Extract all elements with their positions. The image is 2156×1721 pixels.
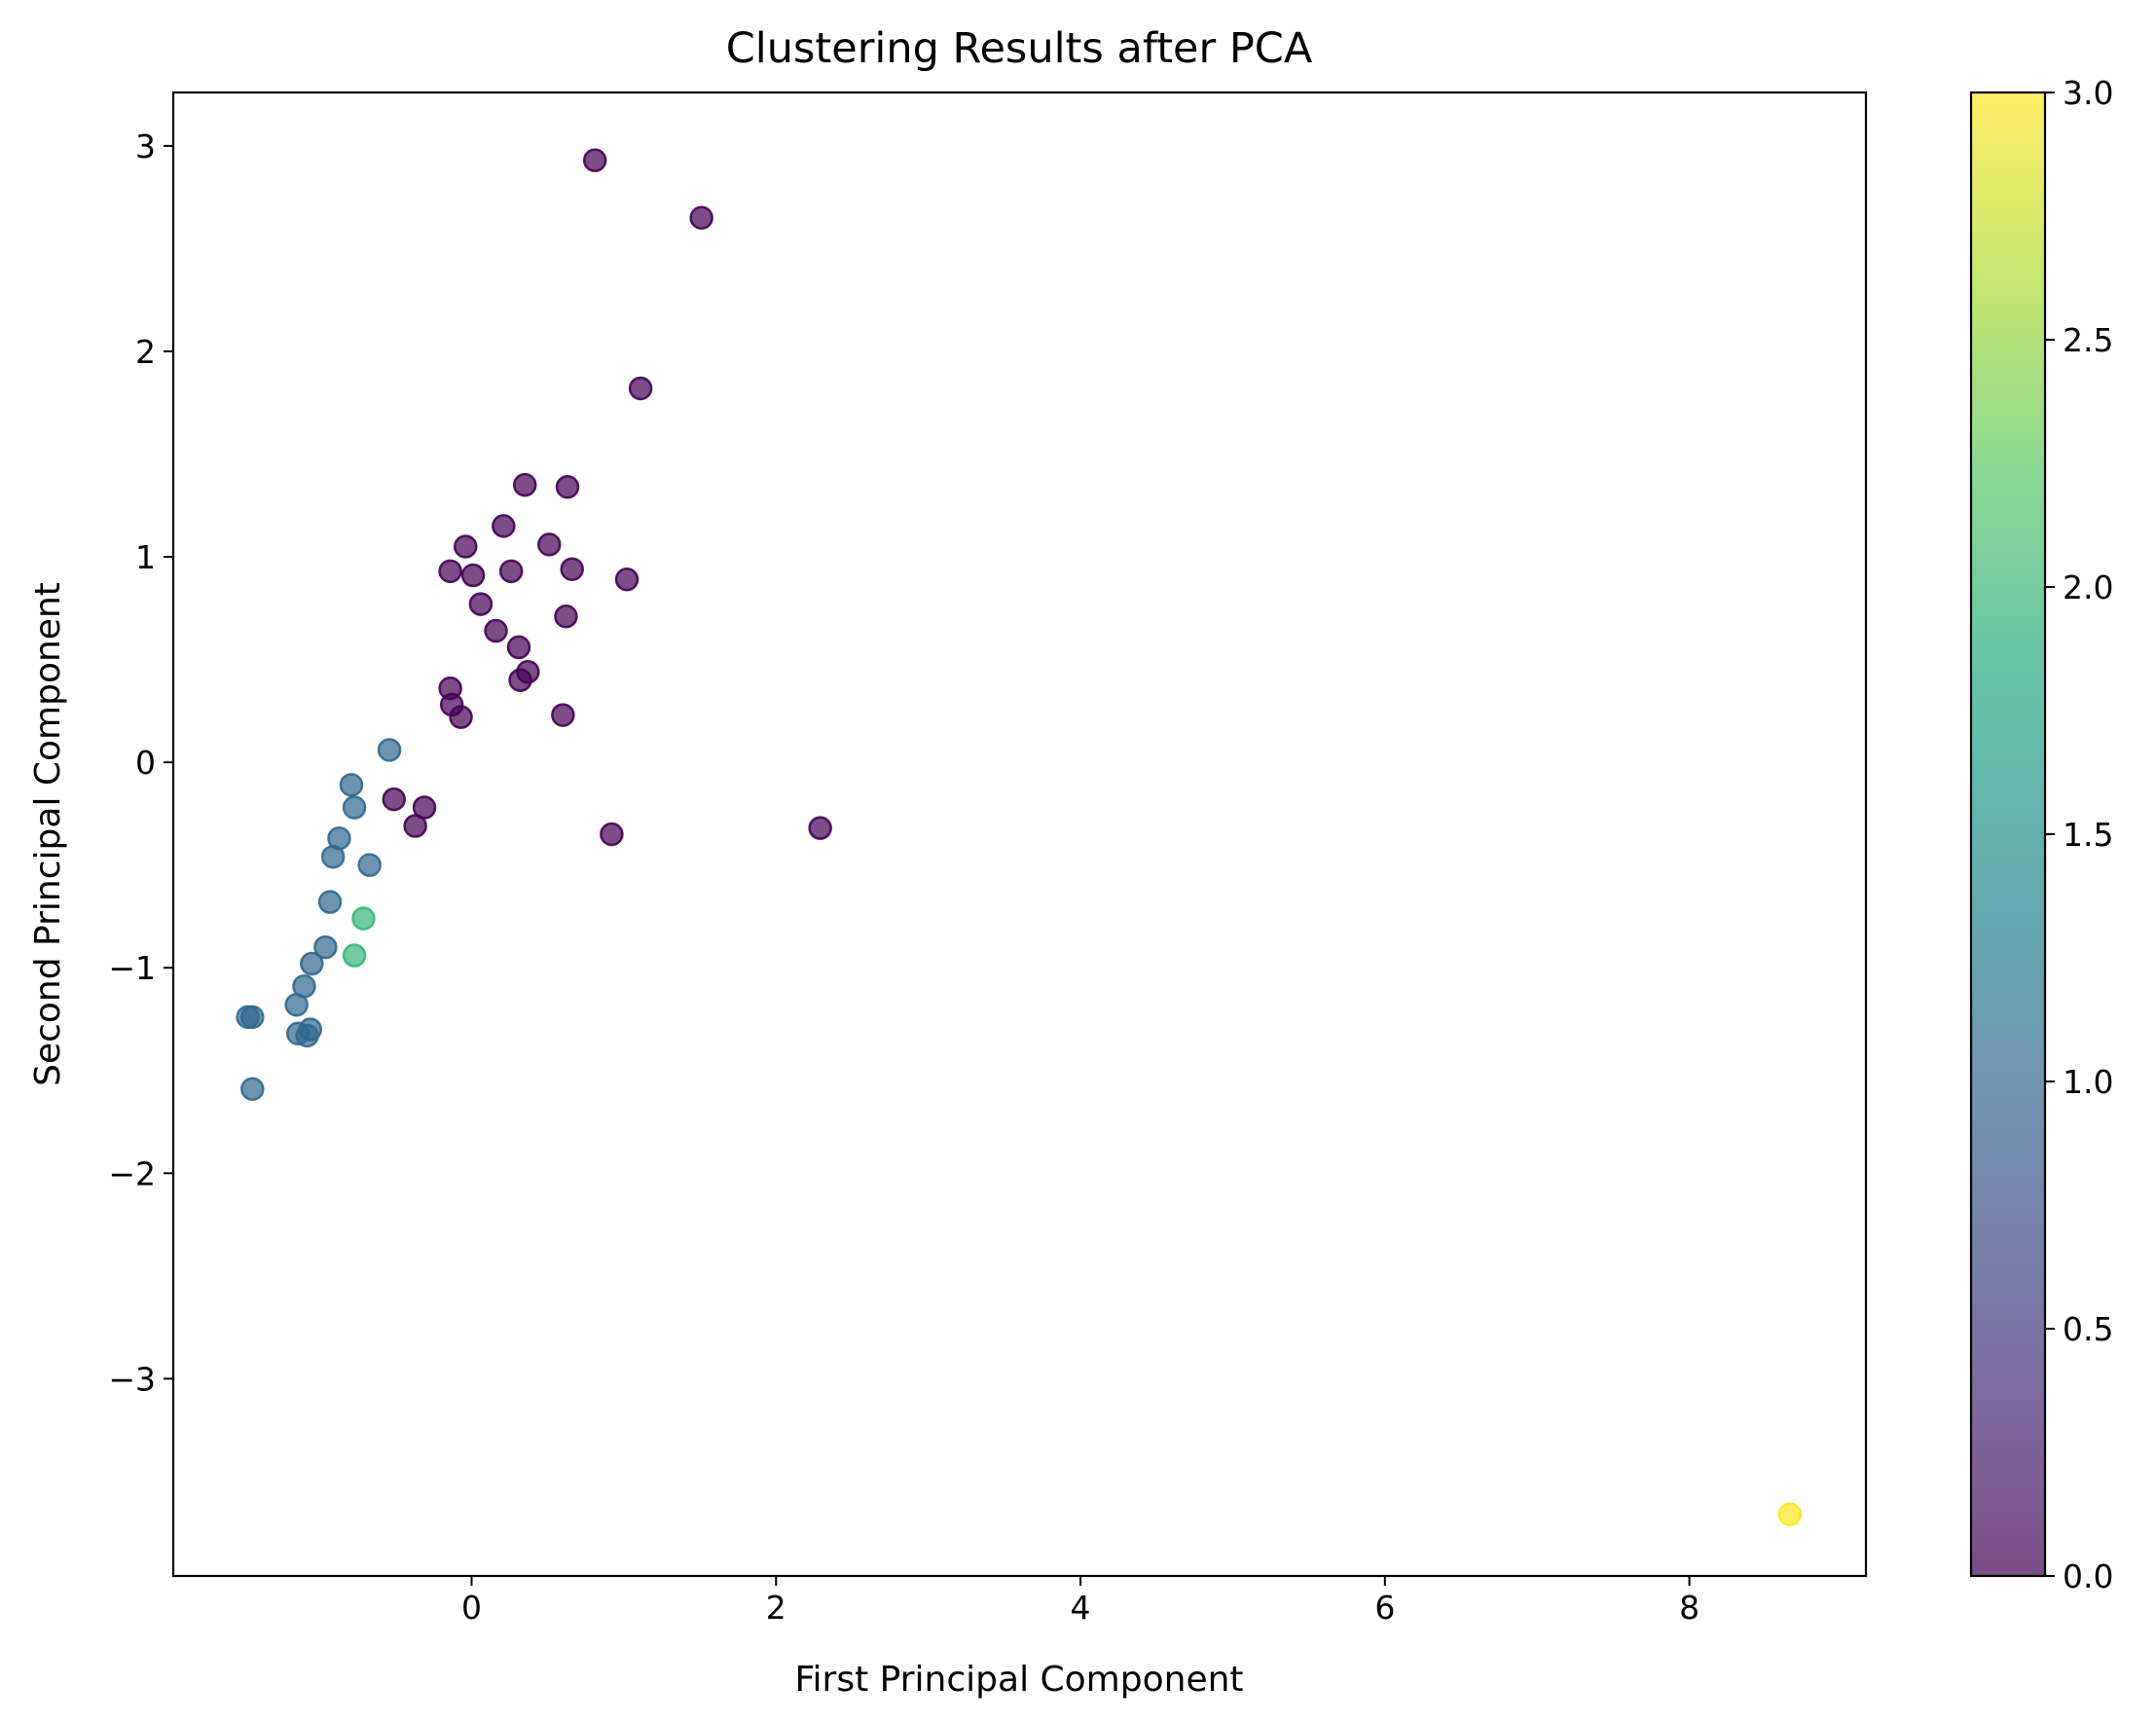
data-point-cluster-1 bbox=[339, 773, 364, 797]
data-point-cluster-0 bbox=[689, 205, 713, 231]
x-axis-label: First Principal Component bbox=[794, 1660, 1243, 1700]
data-point-cluster-1 bbox=[357, 853, 382, 877]
data-point-cluster-0 bbox=[560, 557, 584, 581]
data-point-cluster-0 bbox=[449, 705, 473, 729]
data-point-cluster-0 bbox=[506, 635, 531, 660]
data-point-cluster-0 bbox=[582, 148, 607, 172]
colorbar-tick-label: 0.0 bbox=[2063, 1557, 2113, 1595]
data-point-cluster-0 bbox=[555, 475, 580, 499]
data-point-cluster-1 bbox=[300, 951, 324, 976]
data-point-cluster-2 bbox=[351, 906, 376, 931]
x-tick-label: 2 bbox=[766, 1589, 786, 1627]
colorbar-tick-label: 1.5 bbox=[2063, 816, 2113, 854]
colorbar-tick-label: 3.0 bbox=[2063, 74, 2113, 112]
y-tick-label: −2 bbox=[108, 1154, 156, 1192]
data-point-cluster-0 bbox=[454, 534, 478, 559]
data-point-cluster-1 bbox=[317, 890, 343, 914]
data-point-cluster-0 bbox=[468, 592, 493, 616]
data-point-cluster-0 bbox=[412, 795, 437, 820]
y-tick-label: −1 bbox=[108, 949, 156, 987]
plot-area bbox=[236, 148, 1803, 1526]
data-point-cluster-0 bbox=[403, 814, 427, 838]
data-point-cluster-1 bbox=[313, 934, 338, 960]
data-point-cluster-0 bbox=[382, 787, 407, 812]
x-tick-label: 8 bbox=[1679, 1589, 1699, 1627]
data-point-cluster-0 bbox=[498, 559, 524, 584]
plot-frame bbox=[171, 91, 1868, 1578]
data-point-cluster-0 bbox=[537, 532, 562, 557]
y-tick-label: −3 bbox=[108, 1360, 156, 1398]
x-axis: 0 2 4 6 8 bbox=[461, 1576, 1699, 1627]
x-tick-label: 6 bbox=[1374, 1589, 1395, 1627]
colorbar-tick-label: 2.0 bbox=[2063, 568, 2113, 606]
x-tick-label: 0 bbox=[461, 1589, 482, 1627]
colorbar bbox=[1969, 91, 2047, 1578]
data-point-cluster-0 bbox=[551, 703, 575, 727]
y-axis: −3 −2 −1 0 1 2 3 bbox=[108, 128, 173, 1398]
data-point-cluster-1 bbox=[240, 1077, 265, 1101]
data-point-cluster-1 bbox=[377, 738, 402, 762]
data-point-cluster-1 bbox=[284, 992, 309, 1017]
data-point-cluster-0 bbox=[484, 618, 508, 643]
colorbar-tick-label: 1.0 bbox=[2063, 1063, 2113, 1101]
data-point-cluster-0 bbox=[438, 559, 462, 584]
y-tick-label: 0 bbox=[135, 744, 156, 782]
data-point-cluster-0 bbox=[628, 376, 653, 401]
data-point-cluster-0 bbox=[614, 568, 639, 592]
data-point-cluster-2 bbox=[342, 943, 367, 968]
data-point-cluster-0 bbox=[492, 514, 516, 538]
colorbar-tick-label: 2.5 bbox=[2063, 321, 2113, 359]
y-tick-label: 3 bbox=[135, 128, 156, 165]
data-point-cluster-0 bbox=[460, 563, 486, 588]
y-tick-label: 1 bbox=[135, 538, 156, 576]
data-point-cluster-0 bbox=[600, 822, 624, 847]
y-tick-label: 2 bbox=[135, 333, 156, 371]
x-tick-label: 4 bbox=[1071, 1589, 1091, 1627]
data-point-cluster-1 bbox=[342, 795, 367, 820]
data-point-cluster-0 bbox=[512, 472, 537, 497]
data-point-cluster-1 bbox=[240, 1005, 265, 1030]
chart-title: Clustering Results after PCA bbox=[726, 24, 1313, 73]
data-point-cluster-1 bbox=[320, 844, 346, 869]
data-point-cluster-3 bbox=[1777, 1502, 1803, 1526]
colorbar-axis: 0.0 0.5 1.0 1.5 2.0 2.5 3.0 bbox=[2045, 74, 2113, 1595]
data-point-cluster-0 bbox=[554, 604, 578, 629]
y-axis-label: Second Principal Component bbox=[28, 582, 68, 1086]
data-point-cluster-0 bbox=[508, 668, 532, 692]
data-point-cluster-0 bbox=[808, 816, 832, 840]
data-point-cluster-1 bbox=[295, 1023, 319, 1048]
colorbar-tick-label: 0.5 bbox=[2063, 1310, 2113, 1348]
